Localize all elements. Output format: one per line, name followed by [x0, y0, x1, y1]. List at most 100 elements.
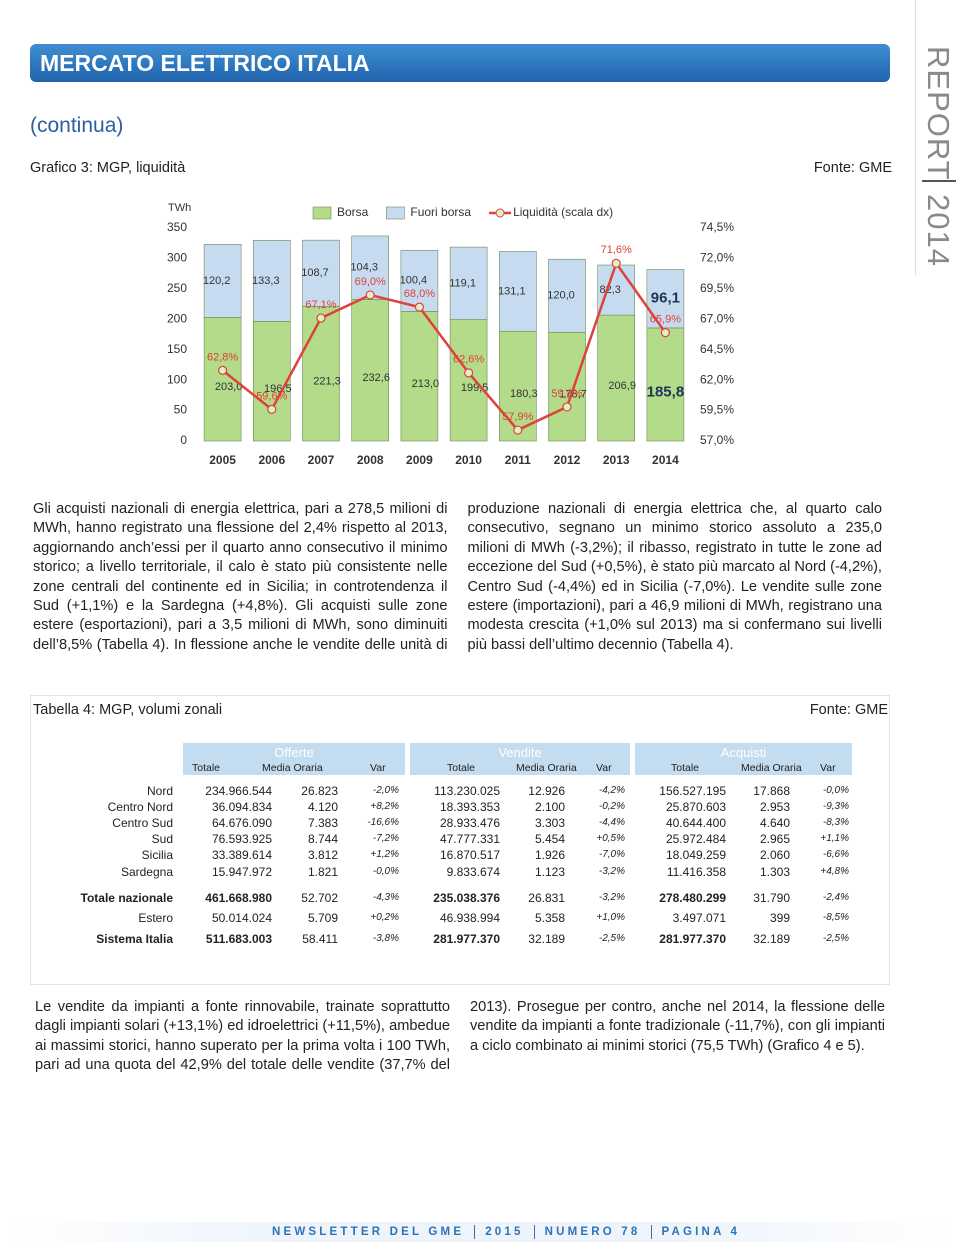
- table-cell: 18.049.259: [665, 848, 726, 862]
- bar-value-label: 120,0: [547, 290, 575, 302]
- column-header: Totale: [192, 762, 221, 774]
- y-tick-label: 100: [167, 372, 187, 386]
- table-cell: 50.014.024: [211, 911, 272, 925]
- table-cell: +1,0%: [596, 912, 625, 923]
- table-cell: -2,4%: [822, 892, 849, 903]
- table-cell: -3,8%: [372, 933, 399, 944]
- footer-separator: [650, 1225, 652, 1239]
- line-value-label: 59,6%: [256, 390, 287, 402]
- x-tick-label: 2005: [209, 453, 236, 467]
- bar-segment: [302, 306, 340, 442]
- table-cell: 25.972.484: [665, 832, 726, 846]
- y-tick-label: 50: [174, 403, 188, 417]
- legend-label: Borsa: [337, 205, 369, 219]
- table-cell: -7,0%: [598, 849, 625, 860]
- table-cell: -4,3%: [372, 892, 399, 903]
- bar-segment: [400, 249, 439, 312]
- x-tick-label: 2009: [406, 453, 433, 467]
- table-cell: 4.120: [307, 800, 338, 814]
- x-tick-label: 2012: [554, 453, 581, 467]
- row-label: Sistema Italia: [96, 932, 173, 946]
- row-label: Sicilia: [141, 848, 173, 862]
- bar-segment: [498, 251, 537, 332]
- column-header: Media Oraria: [741, 762, 802, 774]
- bar-value-label: 108,7: [301, 267, 329, 279]
- y2-tick-label: 67,0%: [700, 311, 734, 325]
- bar-segment: [253, 321, 291, 442]
- table-cell: 11.416.358: [666, 865, 726, 879]
- table-cell: 1.926: [534, 848, 565, 862]
- line-marker: [218, 365, 228, 376]
- table-cell: 156.527.195: [659, 784, 726, 798]
- bar-value-label: 206,9: [608, 380, 636, 392]
- line-value-label: 57,9%: [502, 411, 533, 423]
- table-cell: 52.702: [301, 891, 338, 905]
- line-marker: [267, 404, 277, 414]
- bar-value-label: 232,6: [362, 372, 390, 384]
- table-cell: 3.497.071: [672, 911, 726, 925]
- column-header: Media Oraria: [516, 762, 577, 774]
- line-marker: [316, 313, 326, 323]
- footer-separator: [533, 1225, 535, 1239]
- y2-tick-label: 69,5%: [700, 281, 734, 295]
- table-cell: 7.383: [307, 816, 338, 830]
- y-tick-label: 300: [167, 251, 187, 265]
- bar-value-label: 104,3: [350, 262, 378, 274]
- row-label: Nord: [146, 784, 173, 798]
- line-value-label: 68,0%: [404, 288, 435, 300]
- y2-tick-label: 72,0%: [700, 251, 734, 265]
- y2-tick-label: 74,5%: [700, 220, 734, 234]
- column-header: Totale: [671, 762, 700, 774]
- group-header: Acquisti: [720, 745, 767, 760]
- column-header: Media Oraria: [262, 762, 323, 774]
- x-tick-label: 2011: [505, 453, 531, 467]
- table-cell: 511.683.003: [205, 932, 272, 946]
- bar-segment: [400, 311, 439, 442]
- table-cell: 2.100: [534, 800, 565, 814]
- table-frame: [30, 695, 890, 985]
- table-cell: +1,1%: [820, 833, 849, 844]
- table-cell: -6,6%: [822, 849, 849, 860]
- table-cell: 26.823: [301, 784, 338, 798]
- table-source: Fonte: GME: [809, 702, 888, 718]
- group-band: [183, 743, 405, 775]
- bar-segment: [449, 246, 488, 320]
- table-cell: 5.454: [534, 832, 565, 846]
- table-cell: +1,2%: [370, 849, 399, 860]
- table-cell: -3,2%: [598, 866, 625, 877]
- row-label: Centro Nord: [107, 800, 173, 814]
- table: Offerte Vendite Acquisti Totale Media Oraria…: [81, 743, 852, 946]
- table-cell: 2.060: [759, 848, 790, 862]
- table-cell: 5.709: [307, 911, 338, 925]
- footer-item: PAGINA 4: [661, 1226, 741, 1238]
- line-value-label: 62,6%: [453, 354, 484, 366]
- table-cell: 1.303: [759, 865, 790, 879]
- line-marker: [414, 302, 424, 312]
- y2-tick-label: 59,5%: [700, 403, 734, 417]
- bar-value-label: 178,7: [559, 389, 587, 401]
- x-tick-label: 2006: [258, 453, 285, 467]
- line-marker: [660, 328, 671, 338]
- y2-tick-label: 57,0%: [700, 433, 734, 447]
- table-cell: 16.870.517: [439, 848, 500, 862]
- table-cell: 32.189: [528, 932, 565, 946]
- line: [221, 260, 667, 432]
- table-cell: +8,2%: [370, 801, 399, 812]
- table-cell: 31.790: [753, 891, 790, 905]
- bar-value-label: 96,1: [651, 290, 680, 307]
- table-cell: -0,0%: [822, 785, 849, 796]
- y-tick-label: 250: [167, 281, 187, 295]
- bar-segment: [449, 319, 488, 442]
- table-cell: 278.480.299: [659, 891, 726, 905]
- table-cell: 399: [769, 911, 790, 925]
- table-title: Tabella 4: MGP, volumi zonali: [33, 702, 223, 718]
- line-value-label: 67,1%: [305, 299, 336, 311]
- x-tick-label: 2007: [308, 453, 335, 467]
- table-cell: 32.189: [753, 932, 790, 946]
- legend-marker: [495, 208, 505, 218]
- bar-value-label: 203,0: [215, 381, 243, 393]
- bar-value-label: 119,1: [449, 277, 476, 289]
- table-cell: 46.938.994: [439, 911, 500, 925]
- chart-source: Fonte: GME: [813, 160, 892, 176]
- bar-segment: [498, 330, 537, 442]
